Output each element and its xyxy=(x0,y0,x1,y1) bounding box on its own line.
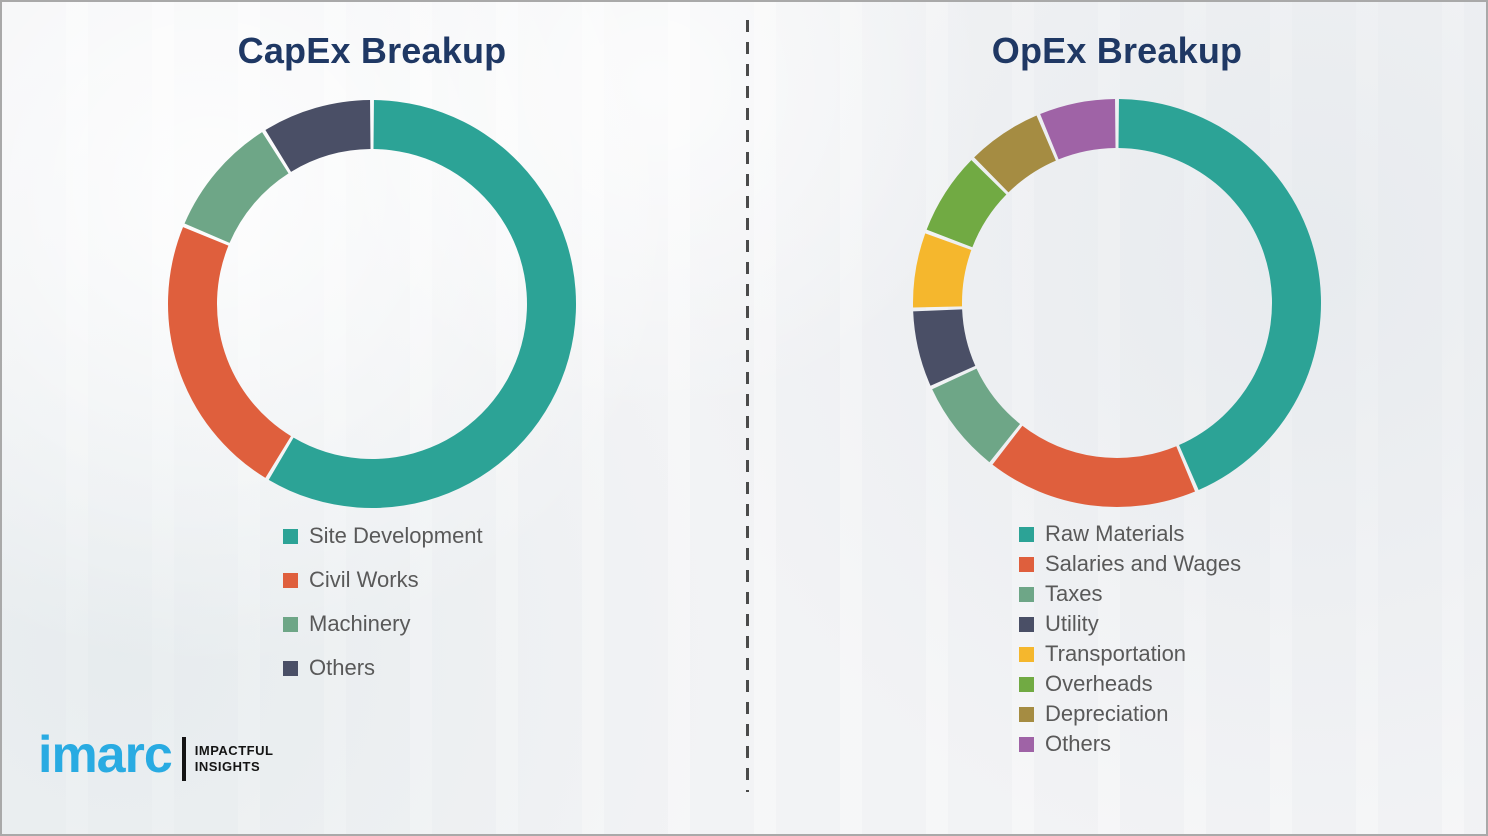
legend-item-machinery: Machinery xyxy=(283,602,483,646)
divider-dashed-line xyxy=(746,20,749,792)
donut-segment-machinery xyxy=(184,132,289,243)
logo-tagline-line2: INSIGHTS xyxy=(194,759,261,774)
logo-tagline: IMPACTFUL INSIGHTS xyxy=(195,743,274,774)
donut-segment-raw-materials xyxy=(1118,99,1321,490)
legend-label-transportation: Transportation xyxy=(1045,641,1187,666)
legend-swatch-others xyxy=(283,660,298,676)
legend-item-taxes: Taxes xyxy=(1019,579,1241,609)
logo-divider-bar xyxy=(181,737,186,781)
capex-legend: Site Development Civil Works Machinery Othe… xyxy=(283,514,483,690)
legend-label-others: Others xyxy=(1045,731,1112,756)
legend-swatch-machinery xyxy=(283,616,298,632)
legend-item-civil-works: Civil Works xyxy=(283,558,483,602)
donut-segment-overheads xyxy=(926,160,1007,248)
legend-swatch-transportation xyxy=(1019,646,1034,662)
logo-tagline-line1: IMPACTFUL xyxy=(194,743,274,759)
legend-swatch-civil-works xyxy=(283,572,298,588)
legend-label-overheads: Overheads xyxy=(1045,671,1153,696)
legend-item-others: Others xyxy=(283,646,483,690)
legend-item-site-development: Site Development xyxy=(283,514,483,558)
legend-item-utility: Utility xyxy=(1019,609,1241,639)
opex-legend: Raw Materials Salaries and Wages Taxes Util… xyxy=(1019,519,1241,759)
donut-segment-others xyxy=(265,100,371,172)
legend-item-transportation: Transportation xyxy=(1019,639,1241,669)
legend-label-raw-materials: Raw Materials xyxy=(1045,521,1185,546)
donut-segment-salaries-and-wages xyxy=(992,425,1196,508)
legend-swatch-depreciation xyxy=(1019,706,1034,722)
donut-segment-taxes xyxy=(932,368,1021,463)
legend-swatch-site-development xyxy=(283,528,298,544)
donut-segment-site-development xyxy=(268,100,577,509)
opex-donut-chart xyxy=(913,99,1321,508)
legend-swatch-salaries-and-wages xyxy=(1019,556,1034,572)
donut-segment-utility xyxy=(913,309,976,386)
imarc-brand-text: imarc xyxy=(38,726,173,784)
legend-item-salaries-and-wages: Salaries and Wages xyxy=(1019,549,1241,579)
legend-item-raw-materials: Raw Materials xyxy=(1019,519,1241,549)
legend-label-taxes: Taxes xyxy=(1045,581,1103,606)
legend-item-others: Others xyxy=(1019,729,1241,759)
legend-swatch-utility xyxy=(1019,616,1034,632)
legend-label-salaries-and-wages: Salaries and Wages xyxy=(1045,551,1242,576)
legend-item-depreciation: Depreciation xyxy=(1019,699,1241,729)
legend-label-others: Others xyxy=(309,655,376,680)
legend-swatch-taxes xyxy=(1019,586,1034,602)
capex-donut-chart xyxy=(168,100,577,509)
legend-label-machinery: Machinery xyxy=(309,611,411,636)
donut-segment-transportation xyxy=(913,233,972,308)
opex-chart-title: OpEx Breakup xyxy=(991,30,1243,71)
donut-segment-others xyxy=(1040,99,1116,160)
legend-item-overheads: Overheads xyxy=(1019,669,1241,699)
legend-swatch-raw-materials xyxy=(1019,526,1034,542)
capex-chart-title: CapEx Breakup xyxy=(237,30,507,71)
legend-label-site-development: Site Development xyxy=(309,523,483,548)
legend-label-utility: Utility xyxy=(1045,611,1099,636)
legend-label-depreciation: Depreciation xyxy=(1045,701,1169,726)
donut-segment-depreciation xyxy=(974,115,1056,193)
legend-swatch-overheads xyxy=(1019,676,1034,692)
legend-label-civil-works: Civil Works xyxy=(309,567,419,592)
imarc-logo: imarc IMPACTFUL INSIGHTS xyxy=(38,729,274,785)
legend-swatch-others xyxy=(1019,736,1034,752)
donut-segment-civil-works xyxy=(168,227,291,478)
